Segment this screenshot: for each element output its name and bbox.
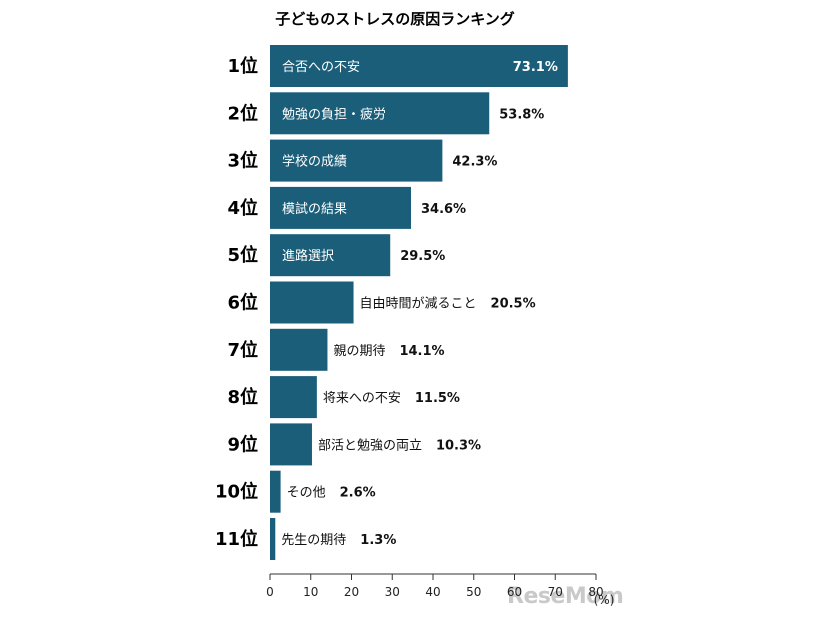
x-tick-label: 10	[303, 585, 318, 599]
category-label-4: 模試の結果	[282, 201, 347, 217]
rank-label-7: 7位	[227, 339, 258, 361]
chart-title: 子どものストレスの原因ランキング	[275, 10, 515, 28]
rank-label-1: 1位	[227, 55, 258, 77]
bar-5	[270, 234, 391, 277]
rank-label-11: 11位	[215, 528, 258, 550]
value-label-4: 34.6%	[421, 202, 466, 217]
value-label-9: 10.3%	[436, 438, 481, 453]
bar-10	[270, 470, 281, 513]
rank-label-5: 5位	[227, 244, 258, 266]
rank-label-9: 9位	[227, 433, 258, 455]
x-axis-unit: (%)	[594, 593, 615, 607]
category-label-2: 勉強の負担・疲労	[282, 106, 386, 122]
bar-8	[270, 376, 317, 419]
x-tick-label: 30	[385, 585, 400, 599]
category-label-3: 学校の成績	[282, 154, 347, 170]
category-label-5: 進路選択	[282, 248, 334, 264]
value-label-11: 1.3%	[360, 533, 396, 548]
bar-6	[270, 281, 354, 324]
value-label-10: 2.6%	[340, 486, 376, 501]
value-label-1: 73.1%	[513, 60, 558, 75]
value-label-7: 14.1%	[399, 344, 444, 359]
value-label-8: 11.5%	[415, 391, 460, 406]
rank-label-10: 10位	[215, 481, 258, 503]
bar-3	[270, 139, 443, 182]
bar-2	[270, 92, 490, 135]
x-tick-label: 60	[507, 585, 522, 599]
x-tick-label: 0	[266, 585, 274, 599]
x-tick-label: 80	[588, 585, 603, 599]
value-label-3: 42.3%	[452, 155, 497, 170]
rank-label-2: 2位	[227, 102, 258, 124]
x-tick-label: 20	[344, 585, 359, 599]
bar-11	[270, 518, 276, 560]
category-label-10: その他	[287, 486, 326, 501]
rank-label-4: 4位	[227, 197, 258, 219]
category-label-8: 将来への不安	[323, 391, 401, 406]
category-label-1: 合否への不安	[282, 60, 360, 75]
bar-9	[270, 423, 312, 466]
rank-label-3: 3位	[227, 150, 258, 172]
bar-4	[270, 186, 411, 229]
value-label-5: 29.5%	[400, 249, 445, 264]
category-label-11: 先生の期待	[281, 533, 346, 548]
bar-7	[270, 328, 328, 371]
category-label-6: 自由時間が減ること	[360, 296, 477, 312]
x-tick-label: 40	[425, 585, 440, 599]
watermark-logo: ReseMom	[507, 584, 624, 609]
x-tick-label: 50	[466, 585, 481, 599]
bar-1	[270, 45, 568, 87]
rank-label-8: 8位	[227, 386, 258, 408]
category-label-7: 親の期待	[333, 344, 385, 359]
x-tick-label: 70	[548, 585, 563, 599]
category-label-9: 部活と勉強の両立	[318, 438, 422, 453]
rank-label-6: 6位	[227, 292, 258, 314]
value-label-2: 53.8%	[499, 107, 544, 122]
value-label-6: 20.5%	[491, 297, 536, 312]
